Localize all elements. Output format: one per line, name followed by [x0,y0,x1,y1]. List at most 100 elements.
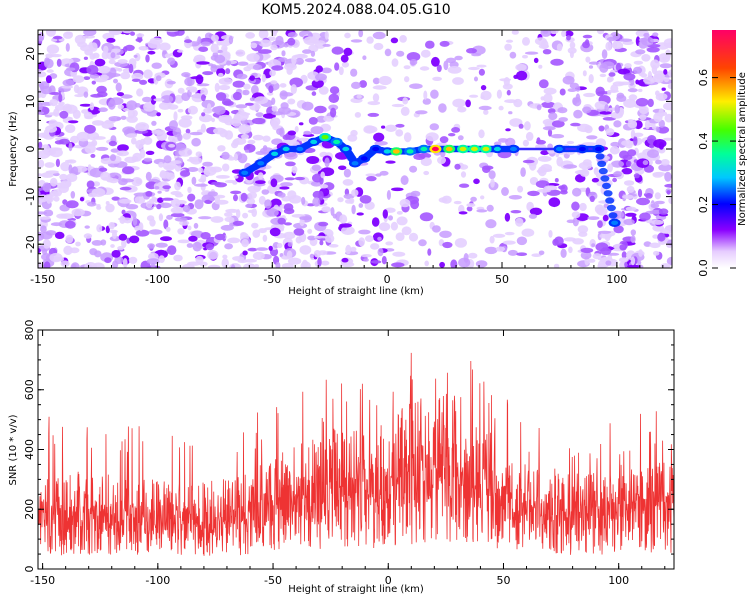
noise-blob [318,250,328,256]
noise-blob [307,228,313,234]
noise-blob [224,243,234,250]
x-tick-label: -150 [30,273,55,286]
noise-blob [370,260,382,264]
noise-blob [598,125,605,132]
noise-blob [436,64,442,73]
noise-blob [420,157,432,167]
noise-blob [356,212,364,216]
spectrogram-signal-trace [238,132,621,227]
spectrogram-x-axis-label: Height of straight line (km) [288,286,424,297]
noise-blob [666,256,672,266]
noise-blob [621,251,627,259]
noise-blob [173,111,178,122]
noise-blob [233,137,247,145]
noise-blob [573,109,583,119]
noise-blob [314,105,327,114]
noise-blob [553,263,560,268]
noise-blob [262,135,271,142]
noise-blob [567,88,577,92]
noise-blob [277,217,286,225]
noise-blob [130,31,135,36]
noise-blob [131,72,144,81]
noise-blob [258,49,272,54]
noise-blob [284,177,296,181]
noise-blob [648,144,655,149]
noise-blob [121,239,127,249]
noise-blob [664,183,672,188]
noise-blob [624,63,632,69]
noise-blob [94,250,102,258]
noise-blob [81,109,89,114]
noise-blob [84,143,96,154]
noise-blob [302,49,312,54]
noise-blob [423,90,428,100]
noise-blob [232,80,245,88]
noise-blob [664,113,672,123]
noise-blob [659,63,672,69]
noise-blob [572,238,584,245]
noise-blob [235,104,248,109]
noise-blob [295,57,304,65]
noise-blob [569,51,574,59]
noise-blob [168,144,176,148]
noise-blob [206,103,212,113]
noise-blob [299,218,305,227]
noise-blob [82,35,96,39]
noise-blob [84,115,94,120]
noise-blob [198,216,212,220]
noise-blob [110,244,115,248]
noise-blob [354,112,362,118]
noise-blob [50,222,63,227]
noise-blob [294,126,299,133]
noise-blob [325,234,335,243]
noise-blob [98,107,108,112]
noise-blob [377,236,382,241]
noise-blob [108,178,119,184]
noise-blob [89,42,98,52]
noise-blob [71,208,85,217]
spectrogram-y-axis-label: Frequency (Hz) [8,111,19,187]
snr-y-tick-label: 0 [23,566,36,573]
trace-band [608,212,618,219]
noise-blob [255,112,264,118]
noise-blob [613,225,624,234]
noise-blob [294,176,305,181]
noise-blob [224,212,233,217]
noise-blob [115,82,122,92]
noise-blob [226,60,232,66]
colorbar-tick-label: 0.0 [697,259,710,277]
noise-blob [269,227,281,237]
noise-blob [148,229,163,235]
noise-blob [91,80,97,85]
noise-blob [170,212,185,218]
noise-blob [207,191,218,197]
noise-blob [240,232,248,238]
signal-point [595,146,602,152]
noise-blob [38,150,50,159]
noise-blob [388,215,393,221]
noise-blob [222,47,228,55]
noise-blob [122,126,136,135]
noise-blob [138,46,149,51]
noise-blob [637,152,648,161]
noise-blob [208,264,221,268]
noise-blob [625,206,637,211]
noise-blob [381,125,386,129]
noise-blob [283,203,294,212]
noise-blob [167,57,176,65]
noise-blob [483,109,489,115]
noise-blob [108,30,123,35]
noise-blob [200,41,211,47]
noise-blob [533,57,539,64]
noise-blob [312,173,324,183]
noise-blob [198,46,209,52]
noise-blob [372,93,380,102]
noise-blob [330,107,337,118]
noise-blob [535,139,547,145]
noise-blob [454,163,461,170]
noise-blob [395,129,404,137]
noise-blob [60,260,70,268]
noise-blob [535,180,550,189]
noise-blob [618,257,629,263]
noise-blob [287,98,296,105]
